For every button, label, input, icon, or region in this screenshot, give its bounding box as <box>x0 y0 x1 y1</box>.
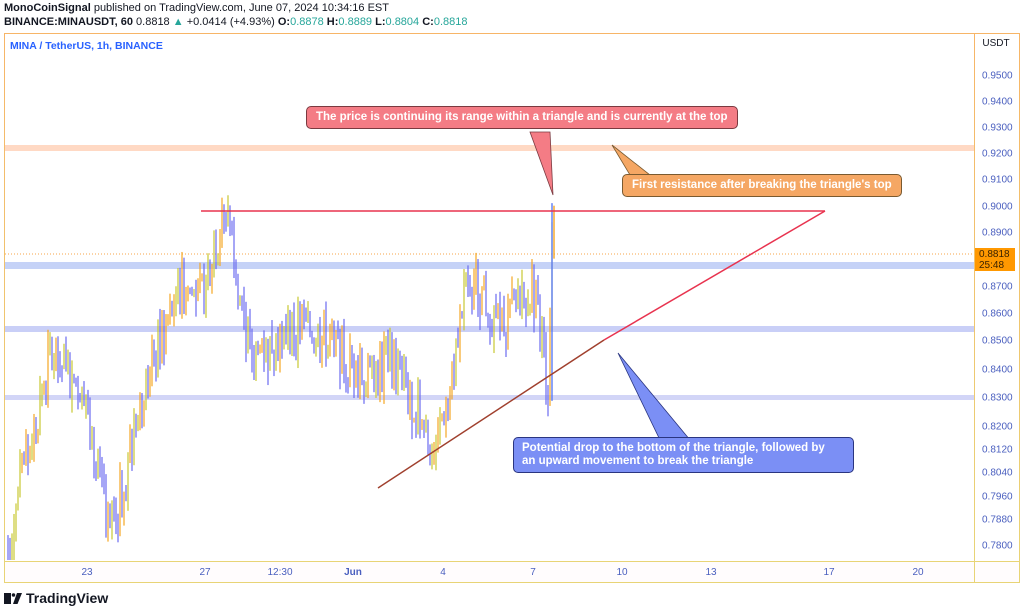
price-tick: 0.9200 <box>982 148 1013 160</box>
low-value: 0.8804 <box>385 15 420 28</box>
callout-top[interactable]: The price is continuing its range within… <box>306 106 738 129</box>
price-tick: 0.8120 <box>982 444 1013 456</box>
callout-resistance[interactable]: First resistance after breaking the tria… <box>622 174 902 197</box>
author-name[interactable]: MonoCoinSignal <box>4 2 91 14</box>
price-tick: 0.7880 <box>982 514 1013 526</box>
close-label: C: <box>422 15 434 28</box>
time-tick: 27 <box>199 567 211 578</box>
time-tick: 23 <box>81 567 93 578</box>
price-tick: 0.9300 <box>982 122 1013 134</box>
price-tick: 0.8900 <box>982 227 1013 239</box>
triangle-upper-diagonal[interactable] <box>603 210 826 341</box>
price-tick: 0.9500 <box>982 70 1013 82</box>
axis-corner <box>974 561 1019 582</box>
callout-bottom-line1: Potential drop to the bottom of the tria… <box>522 442 825 454</box>
open-value: 0.8878 <box>290 15 324 28</box>
time-tick: 7 <box>530 567 536 578</box>
price-change: +0.0414 (+4.93%) <box>186 15 275 28</box>
time-tick: 10 <box>616 567 628 578</box>
time-axis[interactable] <box>5 561 974 582</box>
callout-top-text: The price is continuing its range within… <box>316 111 728 123</box>
chart-title: MINA / TetherUS, 1h, BINANCE <box>10 40 163 52</box>
tradingview-logo-icon <box>4 592 22 604</box>
current-price-tag: 0.8818 25:48 <box>975 248 1015 271</box>
price-tick: 0.8600 <box>982 308 1013 320</box>
price-tick: 0.8400 <box>982 364 1013 376</box>
time-tick: 4 <box>440 567 446 578</box>
price-tick: 0.9400 <box>982 96 1013 108</box>
price-tick: 0.8700 <box>982 281 1013 293</box>
price-tick: 0.7960 <box>982 491 1013 503</box>
price-tick: 0.7800 <box>982 540 1013 552</box>
chart-plot-area[interactable] <box>5 34 974 561</box>
callout-resistance-text: First resistance after breaking the tria… <box>632 179 892 191</box>
time-tick: 13 <box>705 567 717 578</box>
support-band-3 <box>5 395 974 400</box>
price-tick: 0.8040 <box>982 467 1013 479</box>
time-tick: Jun <box>344 567 362 578</box>
time-tick: 17 <box>823 567 835 578</box>
price-tick: 0.9000 <box>982 201 1013 213</box>
published-text: published on TradingView.com, June 07, 2… <box>90 2 389 14</box>
triangle-lower-diagonal[interactable] <box>377 339 605 489</box>
support-band-1 <box>5 262 974 269</box>
publish-line: MonoCoinSignal published on TradingView.… <box>4 2 468 16</box>
candlesticks <box>7 195 555 560</box>
up-arrow-icon: ▲ <box>172 15 184 28</box>
bar-countdown: 25:48 <box>979 260 1005 271</box>
tradingview-logo[interactable]: TradingView <box>4 590 108 606</box>
brand-name: TradingView <box>26 590 109 606</box>
high-value: 0.8889 <box>338 15 373 28</box>
callout-bottom[interactable]: Potential drop to the bottom of the tria… <box>513 437 854 473</box>
current-price-value: 0.8818 <box>979 249 1010 260</box>
callout-bottom-line2: an upward movement to break the triangle <box>522 455 754 467</box>
ohlc-line: BINANCE:MINAUSDT, 60 0.8818 ▲ +0.0414 (+… <box>4 16 468 30</box>
price-chart-svg <box>5 131 974 560</box>
price-tick: 0.8300 <box>982 392 1013 404</box>
high-label: H: <box>326 15 339 28</box>
currency-label[interactable]: USDT <box>982 38 1010 49</box>
time-tick: 12:30 <box>267 567 293 578</box>
price-tick: 0.9100 <box>982 174 1013 186</box>
callout-top-tail <box>529 131 554 196</box>
last-price: 0.8818 <box>136 15 170 28</box>
open-label: O: <box>277 15 291 28</box>
low-label: L: <box>375 15 386 28</box>
publish-header: MonoCoinSignal published on TradingView.… <box>4 2 468 29</box>
price-tick: 0.8500 <box>982 335 1013 347</box>
price-tick: 0.8200 <box>982 421 1013 433</box>
price-axis[interactable] <box>974 34 1019 561</box>
close-value: 0.8818 <box>433 15 468 28</box>
symbol-label: BINANCE:MINAUSDT, 60 <box>4 15 133 28</box>
time-tick: 20 <box>912 567 924 578</box>
resistance-band <box>5 145 974 151</box>
